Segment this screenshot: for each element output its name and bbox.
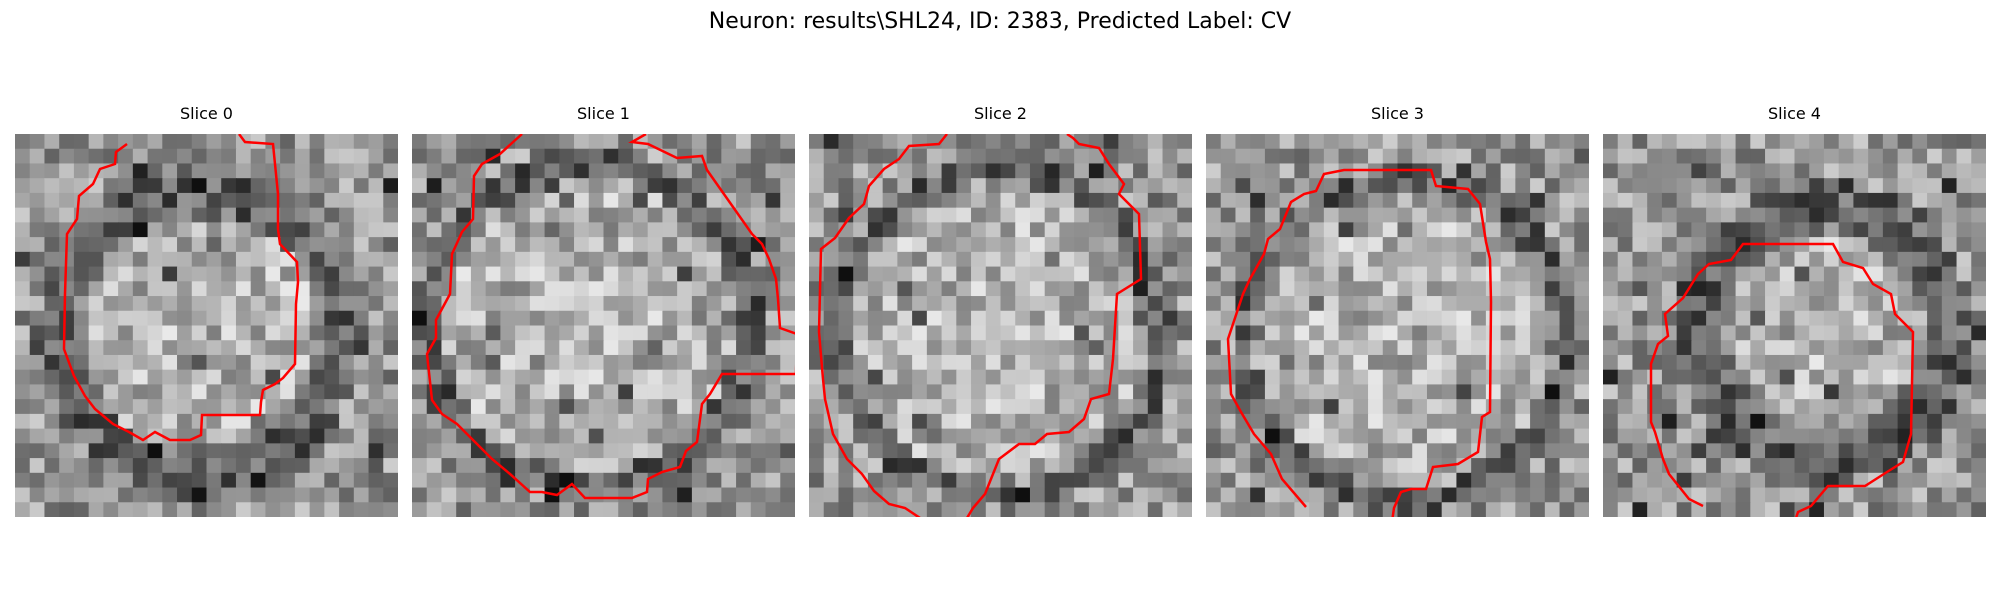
slice-title-3: Slice 3 [1371,104,1424,123]
grayscale-pixels-3 [1206,134,1589,517]
grayscale-pixels-0 [15,134,398,517]
grayscale-pixels-2 [809,134,1192,517]
slice-title-1: Slice 1 [577,104,630,123]
roi-contour-2 [817,134,1143,517]
slice-title-2: Slice 2 [974,104,1027,123]
slice-image-0 [15,134,398,517]
slice-panel-0: Slice 0 [15,104,398,517]
slice-panel-3: Slice 3 [1206,104,1589,517]
slice-title-4: Slice 4 [1768,104,1821,123]
slice-image-2 [809,134,1192,517]
slice-image-3 [1206,134,1589,517]
grayscale-pixels-1 [412,134,795,517]
roi-contour-1 [425,134,795,500]
figure-title: Neuron: results\SHL24, ID: 2383, Predict… [708,9,1292,34]
roi-contour-4 [1649,242,1915,517]
slice-image-4 [1603,134,1986,517]
slice-panel-2: Slice 2 [809,104,1192,517]
roi-contour-0 [62,134,300,442]
slice-image-1 [412,134,795,517]
slice-panel-4: Slice 4 [1603,104,1986,517]
slice-panel-1: Slice 1 [412,104,795,517]
roi-contour-3 [1226,168,1493,517]
grayscale-pixels-4 [1603,134,1986,517]
slice-title-0: Slice 0 [180,104,233,123]
